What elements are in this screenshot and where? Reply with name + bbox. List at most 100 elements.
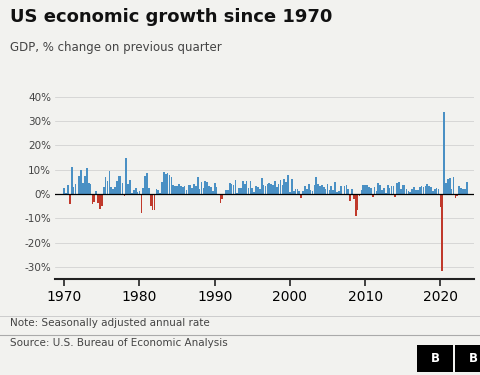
Bar — [304, 186, 306, 194]
Bar — [92, 194, 93, 204]
Bar — [395, 194, 396, 197]
Bar — [389, 188, 390, 194]
Text: Source: U.S. Bureau of Economic Analysis: Source: U.S. Bureau of Economic Analysis — [10, 338, 228, 348]
Bar — [75, 184, 76, 194]
Bar — [282, 185, 283, 194]
Bar — [417, 190, 419, 194]
Bar — [415, 190, 417, 194]
Bar — [404, 184, 406, 194]
Bar — [184, 186, 185, 194]
Bar — [385, 193, 387, 194]
Bar — [139, 191, 140, 194]
Bar — [393, 186, 394, 194]
Bar — [336, 192, 338, 194]
Bar — [88, 183, 89, 194]
Bar — [65, 193, 67, 194]
Bar — [317, 184, 319, 194]
Bar — [362, 185, 364, 194]
Bar — [287, 175, 289, 194]
Bar — [462, 189, 464, 194]
Bar — [148, 188, 150, 194]
Bar — [426, 184, 428, 194]
Bar — [351, 189, 353, 194]
Bar — [264, 186, 266, 194]
Bar — [90, 184, 91, 194]
Bar — [293, 191, 295, 194]
Bar — [366, 185, 368, 194]
Bar — [163, 171, 165, 194]
Bar — [229, 183, 230, 194]
Bar — [73, 187, 74, 194]
Bar — [377, 183, 379, 194]
Bar — [252, 188, 253, 194]
Bar — [400, 189, 402, 194]
Bar — [321, 184, 323, 194]
Bar — [169, 175, 170, 194]
Bar — [355, 194, 357, 216]
Bar — [137, 192, 138, 194]
Bar — [387, 185, 388, 194]
Bar — [424, 186, 426, 194]
Bar — [374, 187, 375, 194]
Bar — [221, 194, 223, 199]
Bar — [114, 187, 116, 194]
Bar — [460, 188, 462, 194]
Bar — [246, 180, 248, 194]
Bar — [255, 186, 257, 194]
Bar — [125, 158, 127, 194]
Bar — [188, 184, 189, 194]
Bar — [129, 180, 131, 194]
Bar — [208, 186, 210, 194]
Bar — [178, 184, 180, 194]
Bar — [319, 186, 321, 194]
Bar — [338, 192, 340, 194]
Bar — [376, 191, 377, 194]
Text: B: B — [469, 352, 478, 365]
Bar — [391, 186, 392, 194]
Bar — [300, 194, 302, 198]
Bar — [244, 184, 246, 194]
Bar — [323, 187, 324, 194]
Bar — [257, 188, 259, 194]
Bar — [440, 194, 441, 207]
Bar — [297, 189, 298, 194]
Bar — [242, 181, 244, 194]
Bar — [329, 190, 330, 194]
Bar — [270, 184, 272, 194]
Bar — [201, 182, 203, 194]
Bar — [77, 194, 78, 195]
Bar — [266, 184, 268, 194]
Bar — [306, 189, 308, 194]
Bar — [212, 192, 214, 194]
Bar — [199, 189, 201, 194]
Bar — [131, 193, 133, 194]
Bar — [364, 184, 366, 194]
Bar — [346, 185, 347, 194]
Bar — [332, 190, 334, 194]
Bar — [445, 183, 447, 194]
Bar — [180, 186, 181, 194]
Bar — [449, 178, 451, 194]
Bar — [278, 184, 279, 194]
Bar — [250, 181, 251, 194]
Bar — [144, 176, 146, 194]
Bar — [237, 193, 238, 194]
Bar — [422, 188, 424, 194]
Bar — [428, 186, 430, 194]
Bar — [71, 166, 72, 194]
Bar — [182, 187, 183, 194]
Bar — [466, 182, 468, 194]
Bar — [315, 177, 317, 194]
Bar — [84, 176, 86, 194]
Bar — [340, 186, 342, 194]
Bar — [133, 190, 135, 194]
Bar — [235, 180, 236, 194]
Bar — [146, 173, 148, 194]
Bar — [216, 187, 217, 194]
Bar — [238, 188, 240, 194]
Text: B: B — [431, 352, 439, 365]
Bar — [396, 183, 398, 194]
Bar — [248, 188, 250, 194]
Bar — [108, 171, 110, 194]
Bar — [442, 194, 443, 271]
